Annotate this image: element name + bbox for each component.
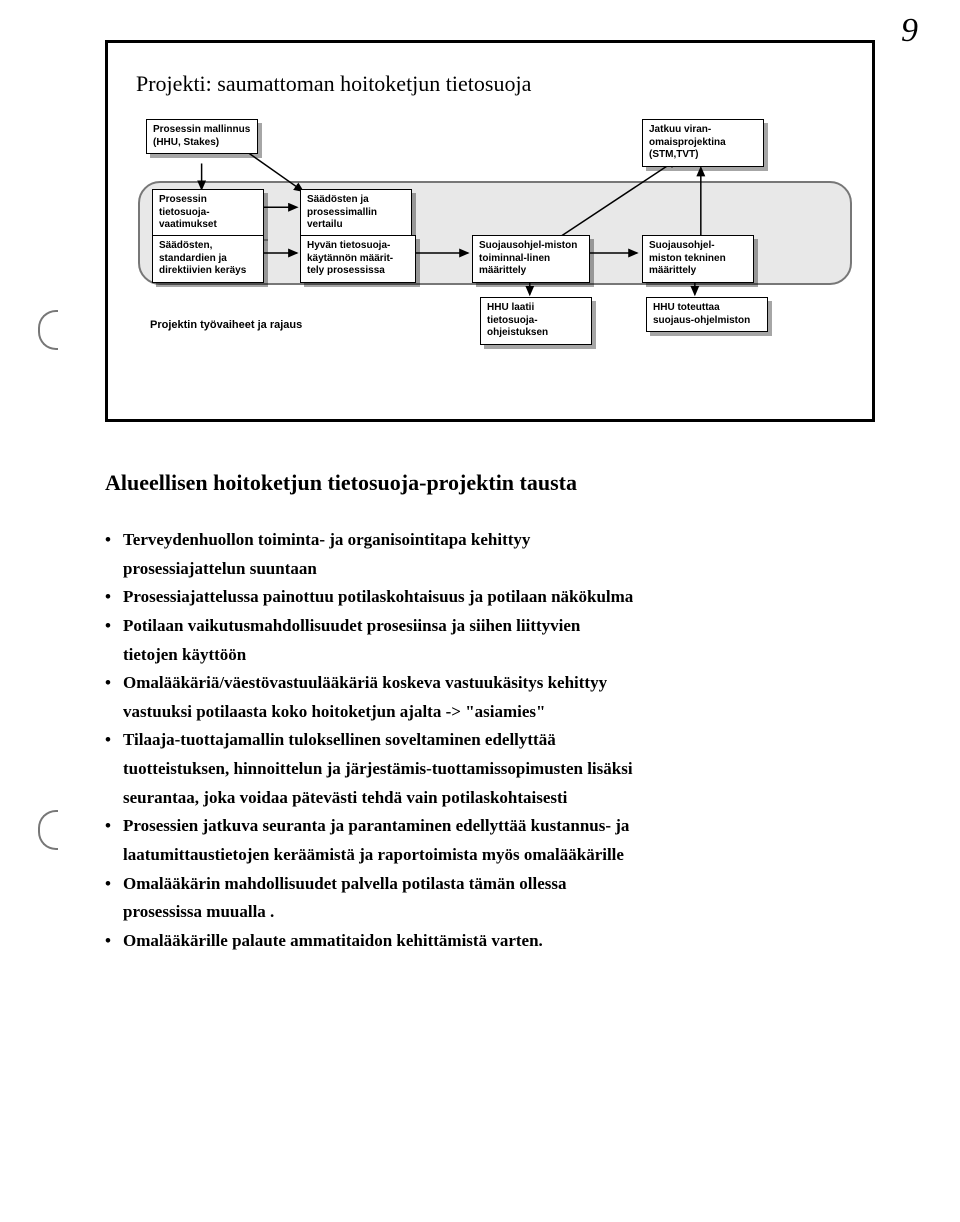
node-n9: HHU laatii tietosuoja-ohjeistuksen <box>480 297 592 345</box>
bullet-text: Omalääkäriä/väestövastuulääkäriä koskeva… <box>123 671 875 696</box>
bullet-dot: • <box>105 872 123 897</box>
diagram-frame: Projekti: saumattoman hoitoketjun tietos… <box>105 40 875 422</box>
bullet-text: Terveydenhuollon toiminta- ja organisoin… <box>123 528 875 553</box>
bullet-item: •Tilaaja-tuottajamallin tuloksellinen so… <box>105 728 875 753</box>
node-n3: Säädösten, standardien ja direktiivien k… <box>152 235 264 283</box>
binder-hole-top <box>38 310 58 350</box>
bullet-continuation: vastuuksi potilaasta koko hoitoketjun aj… <box>123 700 875 725</box>
page-number: 9 <box>901 12 918 50</box>
bullet-item: •Prosessien jatkuva seuranta ja parantam… <box>105 814 875 839</box>
node-n10: HHU toteuttaa suojaus-ohjelmiston <box>646 297 768 332</box>
node-n2: Prosessin tietosuoja-vaatimukset <box>152 189 264 237</box>
bullet-dot: • <box>105 585 123 610</box>
bullet-dot: • <box>105 814 123 839</box>
node-n8: Jatkuu viran-omaisprojektina (STM,TVT) <box>642 119 764 167</box>
bullet-list: •Terveydenhuollon toiminta- ja organisoi… <box>105 528 875 954</box>
bullet-item: •Omalääkärin mahdollisuudet palvella pot… <box>105 872 875 897</box>
bullet-item: •Terveydenhuollon toiminta- ja organisoi… <box>105 528 875 553</box>
page: 9 Projekti: saumattoman hoitoketjun tiet… <box>0 0 960 1222</box>
bullet-continuation: seurantaa, joka voidaa pätevästi tehdä v… <box>123 786 875 811</box>
node-n6: Suojausohjel-miston toiminnal-linen määr… <box>472 235 590 283</box>
bullet-text: Prosessiajattelussa painottuu potilaskoh… <box>123 585 875 610</box>
node-n4: Säädösten ja prosessimallin vertailu <box>300 189 412 237</box>
node-n7: Suojausohjel-miston tekninen määrittely <box>642 235 754 283</box>
bullet-text: Omalääkärille palaute ammatitaidon kehit… <box>123 929 875 954</box>
bullet-text: Potilaan vaikutusmahdollisuudet prosesii… <box>123 614 875 639</box>
section-title: Alueellisen hoitoketjun tietosuoja-proje… <box>105 470 875 496</box>
diagram-caption: Projektin työvaiheet ja rajaus <box>150 319 302 331</box>
node-n5: Hyvän tietosuoja-käytännön määrit-tely p… <box>300 235 416 283</box>
binder-hole-bottom <box>38 810 58 850</box>
bullet-dot: • <box>105 528 123 553</box>
bullet-item: •Omalääkäriä/väestövastuulääkäriä koskev… <box>105 671 875 696</box>
node-n1: Prosessin mallinnus (HHU, Stakes) <box>146 119 258 154</box>
bullet-dot: • <box>105 728 123 753</box>
bullet-text: Tilaaja-tuottajamallin tuloksellinen sov… <box>123 728 875 753</box>
diagram-area: Prosessin mallinnus (HHU, Stakes) Proses… <box>132 119 848 379</box>
bullet-text: Prosessien jatkuva seuranta ja parantami… <box>123 814 875 839</box>
bullet-continuation: prosessissa muualla . <box>123 900 875 925</box>
bullet-continuation: tuotteistuksen, hinnoittelun ja järjestä… <box>123 757 875 782</box>
bullet-continuation: prosessiajattelun suuntaan <box>123 557 875 582</box>
bullet-dot: • <box>105 671 123 696</box>
bullet-continuation: laatumittaustietojen keräämistä ja rapor… <box>123 843 875 868</box>
bullet-text: Omalääkärin mahdollisuudet palvella poti… <box>123 872 875 897</box>
diagram-title: Projekti: saumattoman hoitoketjun tietos… <box>136 71 848 97</box>
bullet-dot: • <box>105 614 123 639</box>
bullet-item: •Potilaan vaikutusmahdollisuudet prosesi… <box>105 614 875 639</box>
bullet-item: •Omalääkärille palaute ammatitaidon kehi… <box>105 929 875 954</box>
bullet-item: •Prosessiajattelussa painottuu potilasko… <box>105 585 875 610</box>
bullet-dot: • <box>105 929 123 954</box>
bullet-continuation: tietojen käyttöön <box>123 643 875 668</box>
